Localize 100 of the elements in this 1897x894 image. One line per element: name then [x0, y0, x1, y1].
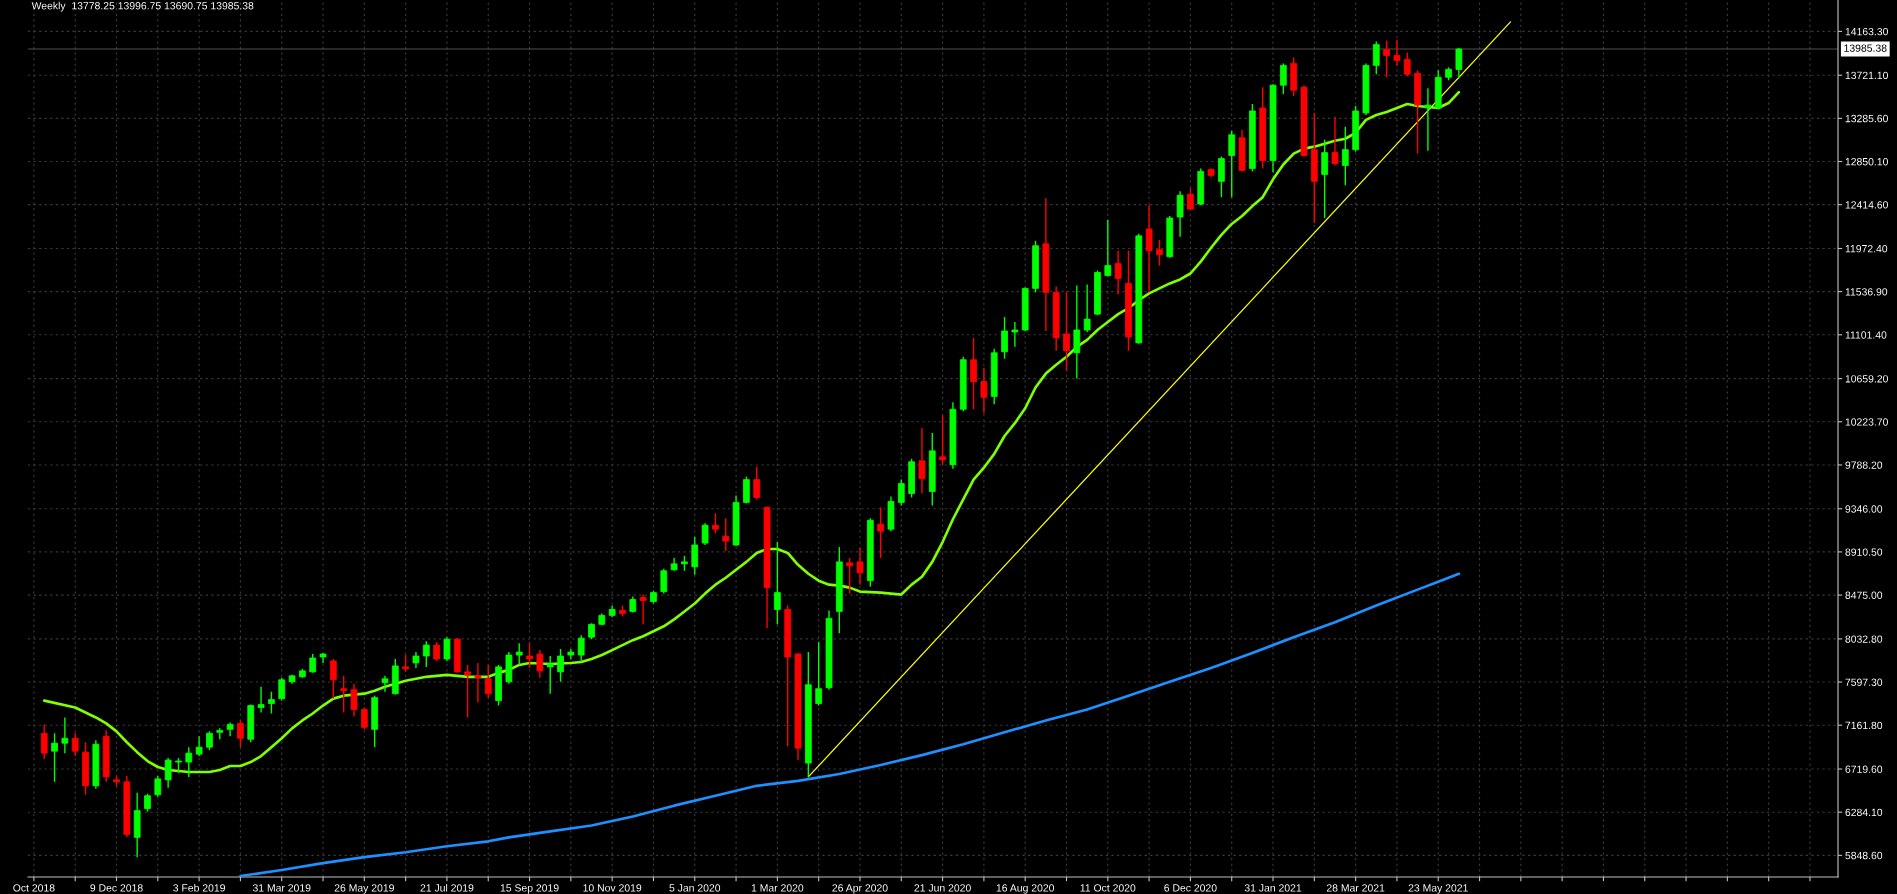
- candlestick: [515, 642, 523, 666]
- x-tick-label: Oct 2018: [13, 884, 55, 892]
- candlestick: [51, 732, 58, 783]
- x-tick-label: 28 Mar 2021: [1326, 884, 1385, 892]
- candlestick: [1228, 130, 1236, 198]
- y-tick-label: 8475.00: [1845, 591, 1883, 599]
- candlestick: [154, 775, 162, 798]
- y-tick-label: 11101.40: [1845, 331, 1887, 339]
- y-tick-label: 13721.10: [1845, 71, 1888, 80]
- x-tick-label: 9 Dec 2018: [90, 884, 143, 892]
- candlestick: [1331, 116, 1339, 167]
- candlestick: [701, 522, 709, 546]
- x-tick-label: 31 Jan 2021: [1244, 884, 1302, 892]
- candlestick: [1321, 139, 1329, 219]
- candlestick: [970, 337, 977, 410]
- candlestick: [350, 683, 358, 718]
- y-tick-label: 14163.30: [1845, 27, 1888, 36]
- x-tick-label: 11 Oct 2020: [1080, 884, 1136, 892]
- y-tick-label: 11972.40: [1845, 244, 1888, 253]
- candlestick: [422, 640, 430, 668]
- candlestick: [443, 636, 451, 662]
- candlestick: [195, 735, 203, 757]
- y-tick-label: 8910.50: [1845, 548, 1883, 556]
- y-tick-label: 10659.20: [1845, 375, 1888, 383]
- candlestick: [237, 719, 244, 748]
- candlestick: [1372, 40, 1380, 76]
- y-tick-label: 5848.60: [1845, 851, 1883, 860]
- candlestick: [206, 730, 213, 751]
- candlestick: [1011, 321, 1019, 348]
- candlestick: [71, 732, 79, 757]
- x-tick-label: 21 Jun 2020: [914, 884, 971, 892]
- candlestick: [939, 414, 946, 466]
- candlestick: [712, 512, 719, 534]
- candlestick: [1145, 204, 1153, 294]
- candlestick: [691, 536, 699, 576]
- x-tick-label: 15 Sep 2019: [500, 884, 559, 894]
- candlestick: [856, 547, 864, 586]
- candlestick: [577, 634, 585, 663]
- candlestick: [1424, 87, 1432, 152]
- candlestick: [1403, 51, 1411, 77]
- candlestick: [918, 427, 926, 495]
- candlestick: [897, 478, 905, 507]
- x-tick-label: 1 Mar 2020: [751, 884, 804, 892]
- candlestick: [474, 662, 482, 704]
- y-tick-label: 13285.60: [1845, 114, 1888, 123]
- x-tick-label: 26 Apr 2020: [832, 884, 888, 894]
- y-tick-label: 9788.20: [1845, 461, 1883, 469]
- candlestick: [1156, 239, 1163, 267]
- y-tick-label: 7161.80: [1845, 721, 1883, 730]
- candlestick: [639, 593, 647, 626]
- y-tick-label: 10223.70: [1845, 418, 1888, 426]
- candlestick: [278, 677, 286, 702]
- candlestick: [40, 723, 48, 760]
- candlestick: [1341, 126, 1349, 187]
- y-tick-label: 11536.90: [1845, 288, 1888, 296]
- candlestick: [526, 642, 533, 669]
- y-tick-label: 8032.80: [1845, 635, 1883, 643]
- y-tick-label: 12414.60: [1845, 201, 1888, 209]
- candlestick: [61, 716, 69, 754]
- candlestick: [743, 475, 750, 505]
- candlestick: [546, 655, 554, 695]
- x-tick-label: 31 Mar 2019: [252, 884, 311, 892]
- candlestick: [1083, 283, 1091, 333]
- candlestick: [774, 541, 781, 626]
- candlestick: [381, 675, 389, 693]
- x-tick-label: 26 May 2019: [334, 884, 394, 894]
- y-tick-label: 7597.30: [1845, 678, 1883, 686]
- candlestick: [268, 690, 275, 715]
- candlestick: [557, 648, 564, 683]
- y-tick-label: 9346.00: [1845, 505, 1883, 513]
- candlestick: [329, 658, 337, 700]
- candlestick: [1063, 291, 1070, 372]
- ref-line-label: 13985.38: [1844, 44, 1887, 52]
- candlestick: [1001, 316, 1008, 360]
- candlestick: [484, 664, 492, 699]
- candlestick: [360, 706, 368, 731]
- candlestick: [846, 557, 854, 595]
- x-tick-label: 6 Dec 2020: [1164, 884, 1217, 892]
- x-tick-label: 16 Aug 2020: [996, 884, 1055, 894]
- candlestick: [753, 466, 761, 501]
- x-tick-label: 3 Feb 2019: [173, 883, 225, 892]
- candlestick: [660, 568, 668, 595]
- candlestick: [980, 366, 988, 414]
- chart-title: Weekly 13778.25 13996.75 13690.75 13985.38: [31, 1, 254, 12]
- candlestick: [1279, 62, 1287, 95]
- candlestick: [340, 675, 348, 714]
- x-tick-label: 21 Jul 2019: [420, 883, 474, 892]
- candlestick: [1393, 38, 1401, 67]
- candlestick: [1455, 47, 1463, 79]
- y-tick-label: 6284.10: [1845, 808, 1883, 817]
- line-series: [239, 572, 1461, 877]
- x-tick-label: 5 Jan 2020: [669, 884, 721, 892]
- candlestick: [877, 506, 884, 559]
- candlestick: [433, 641, 440, 662]
- candlestick: [309, 653, 317, 674]
- candlestick: [185, 746, 193, 778]
- candlestick: [536, 649, 544, 679]
- candlestick: [722, 517, 730, 552]
- candlestick: [1176, 190, 1184, 238]
- candlestick: [1383, 39, 1390, 78]
